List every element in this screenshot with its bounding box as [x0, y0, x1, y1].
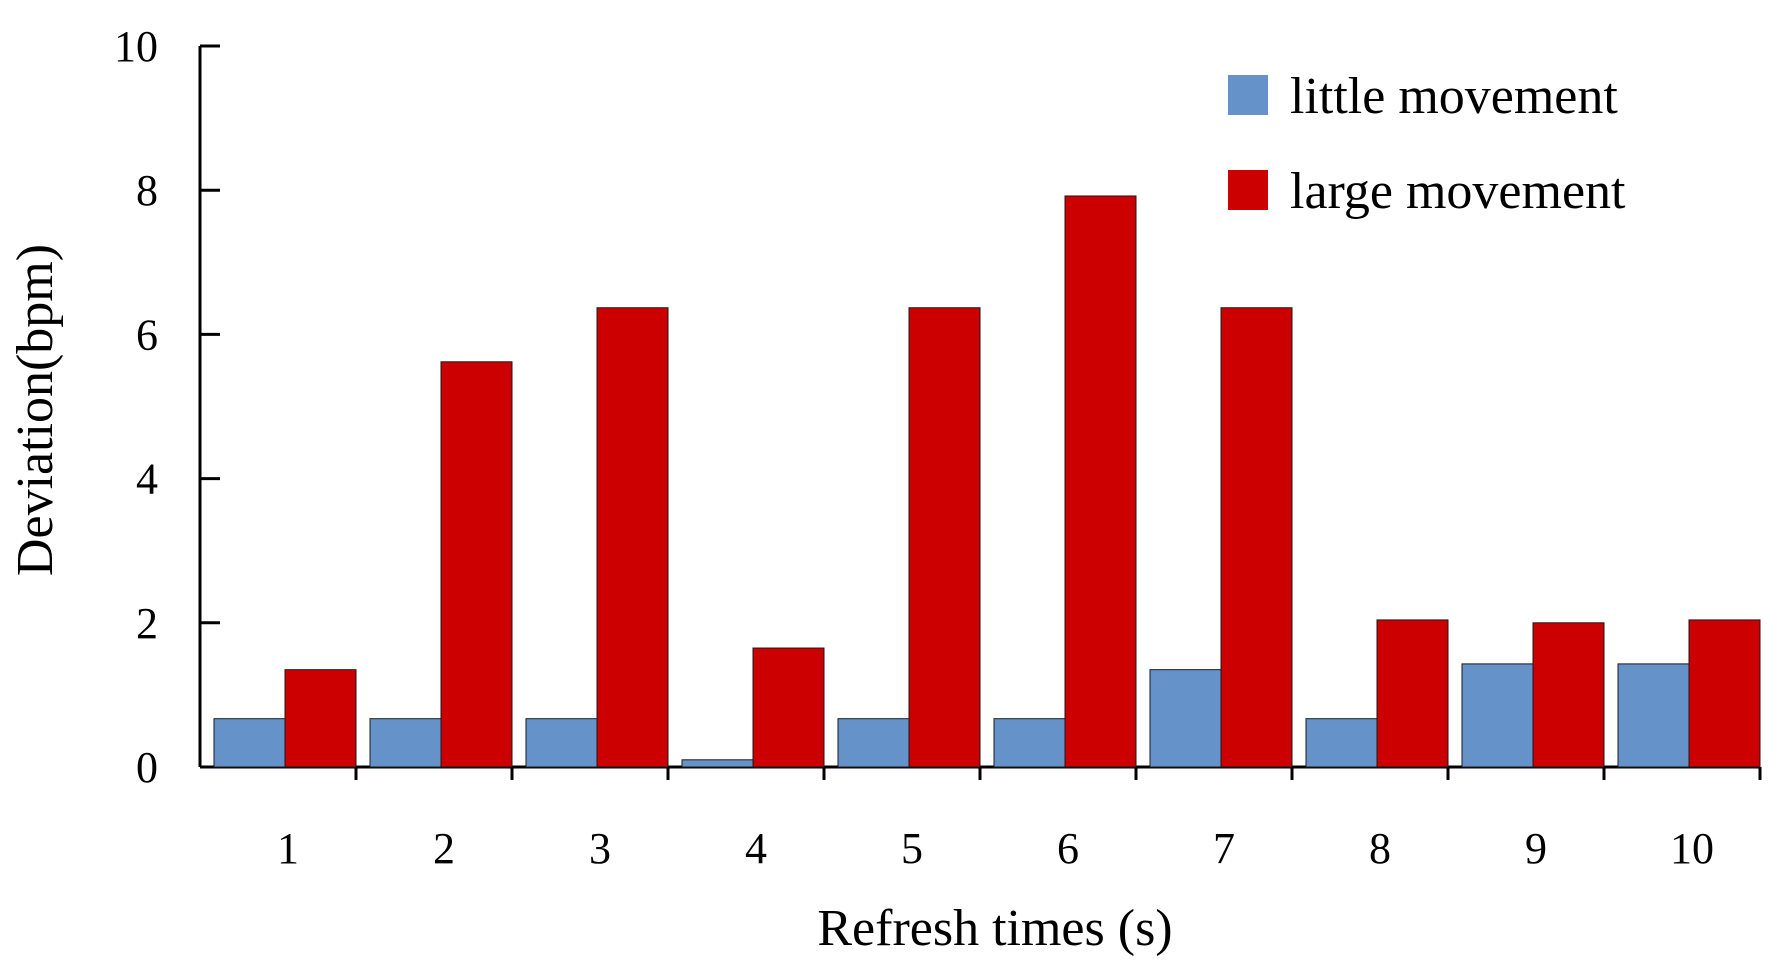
legend: little movement large movement: [1228, 68, 1626, 220]
bar-little-movement-6: [993, 718, 1066, 768]
bar-large-movement-4: [752, 647, 825, 768]
legend-swatch: [1228, 75, 1268, 115]
bar-little-movement-10: [1617, 663, 1690, 768]
legend-label: large movement: [1290, 163, 1626, 220]
bar-large-movement-3: [596, 307, 669, 768]
y-tick-label: 0: [136, 743, 158, 792]
bar-large-movement-5: [908, 307, 981, 768]
bar-large-movement-9: [1532, 622, 1605, 768]
x-tick-label: 7: [1213, 824, 1235, 873]
bar-little-movement-5: [837, 718, 910, 768]
x-tick-label: 9: [1525, 824, 1547, 873]
legend-label: little movement: [1290, 68, 1618, 125]
bar-little-movement-4: [681, 759, 754, 768]
y-tick-label: 8: [136, 166, 158, 215]
x-axis: 1 2 3 4 5 6 7 8 9 10: [200, 765, 1762, 873]
x-tick-label: 5: [901, 824, 923, 873]
bar-little-movement-8: [1305, 718, 1378, 768]
x-tick-label: 10: [1670, 824, 1714, 873]
bar-little-movement-3: [525, 718, 598, 768]
bar-large-movement-6: [1064, 195, 1137, 768]
bar-little-movement-2: [369, 718, 442, 768]
y-tick-label: 6: [136, 310, 158, 359]
legend-swatch: [1228, 170, 1268, 210]
y-tick-label: 10: [114, 22, 158, 71]
bar-large-movement-7: [1220, 307, 1293, 768]
bars: [213, 195, 1761, 768]
x-axis-title: Refresh times (s): [817, 900, 1172, 957]
y-tick-label: 4: [136, 455, 158, 504]
y-axis-title: Deviation(bpm): [7, 244, 64, 576]
x-tick-label: 1: [277, 824, 299, 873]
bar-little-movement-9: [1461, 663, 1534, 768]
y-tick-label: 2: [136, 599, 158, 648]
bar-large-movement-8: [1376, 619, 1449, 768]
x-tick-label: 3: [589, 824, 611, 873]
bar-large-movement-2: [440, 361, 513, 768]
bar-large-movement-1: [284, 669, 357, 768]
x-tick-label: 8: [1369, 824, 1391, 873]
bar-large-movement-10: [1688, 619, 1761, 768]
x-tick-label: 2: [433, 824, 455, 873]
bar-little-movement-1: [213, 718, 286, 768]
bar-little-movement-7: [1149, 669, 1222, 768]
x-tick-label: 4: [745, 824, 767, 873]
y-axis: 0 2 4 6 8 10: [114, 22, 220, 792]
x-tick-label: 6: [1057, 824, 1079, 873]
